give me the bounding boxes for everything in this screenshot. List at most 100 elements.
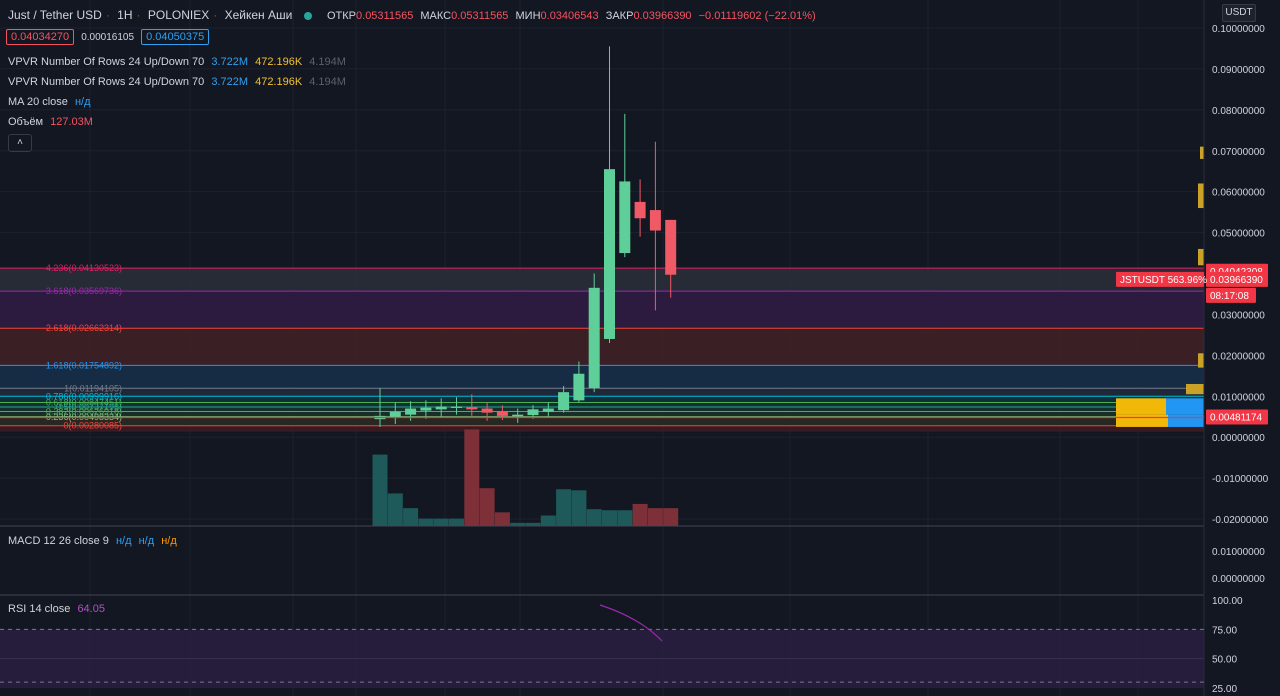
volume-bar — [571, 490, 587, 526]
price-axis-label: 0.03000000 — [1212, 310, 1265, 321]
macd-axis-label: 0.00000000 — [1212, 574, 1265, 585]
price-axis-label: 0.01000000 — [1212, 392, 1265, 403]
fib-band — [0, 411, 1204, 417]
volume-bar — [464, 429, 480, 526]
macd-legend[interactable]: MACD 12 26 close 9 н/д н/д н/д — [8, 535, 177, 547]
vpvr-bar — [1200, 146, 1204, 159]
ohlc-readout: ОТКР0.05311565 МАКС0.05311565 МИН0.03406… — [326, 10, 816, 22]
close-price-tag: 0.03966390 — [1210, 275, 1263, 286]
vpvr-bar — [1198, 248, 1204, 266]
interval[interactable]: 1H — [117, 8, 133, 22]
rsi-axis-label: 100.00 — [1212, 596, 1243, 607]
vpvr-bar — [1116, 414, 1168, 427]
volume-bar — [540, 515, 556, 526]
price-axis-label: 0.05000000 — [1212, 229, 1265, 240]
candle-body — [527, 409, 539, 416]
volume-bar — [510, 522, 526, 526]
volume-bar — [403, 508, 419, 526]
vpvr-bar — [1198, 183, 1204, 209]
fib-level-label: 0.236(0.00498334) — [46, 412, 122, 422]
candle-body — [573, 373, 585, 401]
price-axis[interactable]: 0.10000000 0.09000000 0.08000000 0.07000000… — [1212, 24, 1269, 695]
close-price-tag-bg — [1206, 271, 1268, 287]
rsi-axis-label: 25.00 — [1212, 684, 1237, 695]
fib-band — [0, 388, 1204, 397]
fib-level-label: 0(0.00280085) — [63, 421, 122, 431]
volume-bar — [418, 518, 434, 526]
fib-level-label: 2.618(0.02662314) — [46, 323, 122, 333]
candle-body — [558, 392, 570, 411]
fib-level-label: 1(0.01194105) — [64, 383, 122, 393]
rsi-pane — [0, 604, 1204, 688]
volume-bar — [556, 489, 572, 526]
fib-band — [0, 425, 1204, 432]
candle-body — [451, 406, 462, 408]
price-axis-label: -0.01000000 — [1212, 474, 1269, 485]
vpvr-bar — [1116, 398, 1166, 415]
header-legend: Just / Tether USD · 1H · POLONIEX · Хейкен … — [8, 8, 824, 22]
currency-button[interactable]: USDT — [1222, 4, 1256, 22]
candle-body — [405, 408, 417, 415]
fib-band — [0, 402, 1204, 408]
fib-level-label: 0.5(0.00737195) — [56, 402, 122, 412]
volume-bar — [494, 512, 510, 526]
chevron-up-icon[interactable]: ˄ — [8, 134, 32, 152]
volume-bar — [387, 493, 403, 526]
fib-band — [0, 291, 1204, 329]
volume-legend[interactable]: Объём 127.03M — [8, 116, 93, 128]
candle-body — [435, 406, 447, 410]
volume-bars — [372, 429, 679, 526]
buy-button[interactable]: 0.04050375 — [141, 29, 210, 45]
price-axis-label: 0.10000000 — [1212, 24, 1265, 35]
price-axis-label: 0.00000000 — [1212, 433, 1265, 444]
spread-value: 0.00016105 — [81, 32, 135, 43]
vpvr-legend-2[interactable]: VPVR Number Of Rows 24 Up/Down 70 3.722M… — [8, 76, 346, 88]
fib-level-label: 0.786(0.00999916) — [46, 391, 122, 401]
market-status-icon — [303, 12, 312, 20]
volume-bar — [525, 522, 541, 526]
candle-body — [389, 411, 401, 418]
volume-bar — [372, 454, 388, 526]
pane-separators — [0, 0, 1205, 696]
symbol-change-tag-bg — [1116, 271, 1204, 287]
chart-style: Хейкен Аши — [224, 8, 293, 22]
fib-band — [0, 268, 1204, 292]
volume-bar — [647, 508, 663, 526]
candle-body — [496, 411, 508, 416]
price-axis-label: 0.07000000 — [1212, 147, 1265, 158]
volume-bar — [617, 510, 633, 526]
price-axis-label: 0.02000000 — [1212, 351, 1265, 362]
fib-level-label: 4.236(0.04130523) — [46, 263, 122, 273]
candle-body — [481, 408, 493, 413]
trade-buttons: 0.04034270 0.00016105 0.04050375 — [6, 29, 213, 45]
fib-band — [0, 396, 1204, 403]
volume-bar — [663, 508, 679, 526]
fibonacci-retracement[interactable]: 4.236(0.04130523) 3.618(0.03569736) 2.618(… — [0, 263, 1204, 432]
vpvr-legend-1[interactable]: VPVR Number Of Rows 24 Up/Down 70 3.722M… — [8, 56, 346, 68]
symbol-change-tag: JSTUSDT 563.96% — [1120, 275, 1207, 286]
candle-body — [588, 287, 600, 389]
fib-level-label: 3.618(0.03569736) — [46, 286, 122, 296]
line-price-tag-bg — [1206, 409, 1268, 425]
candle-body — [634, 201, 646, 219]
price-axis-label: 0.06000000 — [1212, 188, 1265, 199]
fib-level-label: 0.382(0.00626918) — [46, 407, 122, 417]
candles[interactable] — [374, 46, 677, 427]
sell-button[interactable]: 0.04034270 — [6, 29, 75, 45]
rsi-legend[interactable]: RSI 14 close 64.05 — [8, 603, 105, 615]
volume-bar — [632, 503, 648, 526]
price-axis-label: 0.08000000 — [1212, 106, 1265, 117]
countdown-tag: 08:17:08 — [1210, 291, 1249, 302]
candle-body — [665, 219, 677, 275]
rsi-axis-label: 75.00 — [1212, 625, 1237, 636]
rsi-axis-label: 50.00 — [1212, 655, 1237, 666]
vpvr-bar — [1168, 414, 1204, 427]
candle-body — [604, 169, 615, 339]
ma-legend[interactable]: MA 20 close н/д — [8, 96, 91, 108]
fib-level-label: 1.618(0.01754892) — [46, 360, 122, 370]
symbol-name[interactable]: Just / Tether USD — [8, 8, 102, 22]
volume-bar — [586, 509, 602, 526]
fib-level-label: 0.618(0.00847451) — [46, 397, 122, 407]
